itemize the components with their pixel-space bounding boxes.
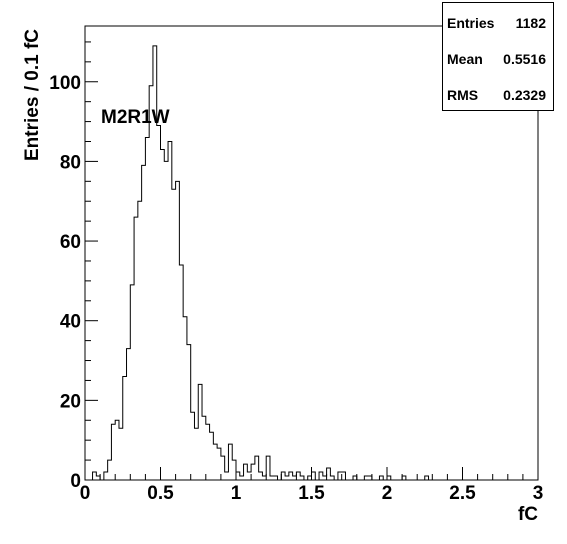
stats-row-mean: Mean 0.5516: [443, 51, 553, 71]
y-axis-ticks: [85, 41, 98, 481]
x-tick-label: 0.5: [147, 483, 174, 504]
x-axis-label: fC: [517, 504, 538, 525]
stats-mean-value: 0.5516: [503, 51, 546, 67]
stats-row-rms: RMS 0.2329: [443, 87, 553, 107]
histogram-annotation: M2R1W: [101, 107, 170, 128]
y-tick-label: 0: [70, 471, 81, 492]
y-tick-label: 60: [60, 232, 81, 253]
stats-row-entries: Entries 1182: [443, 15, 553, 35]
y-tick-label: 20: [60, 391, 81, 412]
y-tick-label: 100: [49, 73, 81, 94]
histogram-series: [92, 45, 538, 481]
x-tick-label: 2.5: [449, 483, 476, 504]
stats-rms-label: RMS: [447, 87, 479, 103]
stats-entries-label: Entries: [447, 15, 495, 31]
stats-box: Entries 1182 Mean 0.5516 RMS 0.2329: [442, 2, 554, 111]
y-tick-label: 80: [60, 152, 81, 173]
x-tick-label: 2: [382, 483, 393, 504]
x-tick-label: 3: [533, 483, 544, 504]
x-tick-label: 1: [231, 483, 242, 504]
y-axis-tick-labels: 0 20 40 60 80 100: [49, 73, 81, 492]
x-axis-tick-labels: 0 0.5 1 1.5 2 2.5 3: [80, 483, 544, 504]
y-axis-label: Entries / 0.1 fC: [22, 29, 43, 161]
x-tick-label: 1.5: [298, 483, 325, 504]
stats-entries-value: 1182: [515, 15, 546, 31]
y-tick-label: 40: [60, 312, 81, 333]
x-tick-label: 0: [80, 483, 91, 504]
stats-rms-value: 0.2329: [503, 87, 546, 103]
stats-mean-label: Mean: [447, 51, 483, 67]
